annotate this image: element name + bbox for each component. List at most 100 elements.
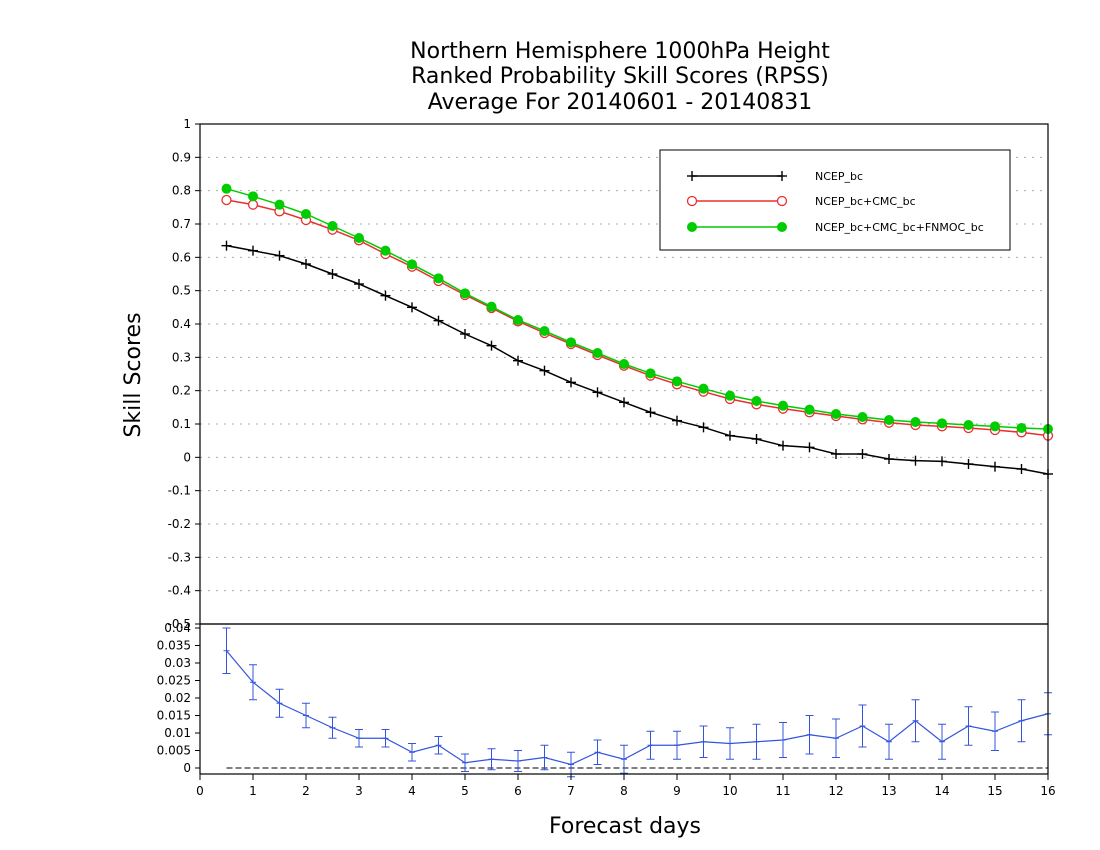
data-point — [910, 455, 921, 466]
data-point — [937, 418, 947, 429]
data-point — [274, 199, 285, 210]
data-point — [778, 400, 788, 411]
data-point — [751, 434, 762, 444]
x-axis-title: Forecast days — [549, 814, 701, 839]
y-tick-label: 0.6 — [172, 250, 191, 264]
data-point — [407, 259, 417, 270]
error-bar — [381, 729, 390, 748]
data-point — [937, 456, 947, 467]
legend-box — [659, 149, 1011, 251]
data-point — [778, 440, 788, 451]
y-tick-label: 0.02 — [164, 691, 191, 705]
y-tick-label: 0 — [183, 761, 191, 775]
data-point — [539, 326, 550, 336]
error-bar — [514, 750, 522, 772]
data-point — [539, 365, 550, 376]
x-tick-label: 16 — [1040, 784, 1055, 798]
data-point — [910, 417, 921, 427]
data-point — [354, 233, 364, 243]
data-point — [687, 171, 697, 181]
legend: NCEP_bc NCEP_bc+CMC_bc NCEP_bc+CMC_bc+FNMO… — [659, 149, 1011, 251]
error-bar — [832, 718, 840, 758]
data-point — [672, 376, 682, 387]
data-point — [407, 302, 417, 313]
data-point — [990, 461, 1000, 472]
error-bar — [752, 723, 761, 760]
y-tick-label: 0.025 — [157, 674, 191, 688]
error-bar — [222, 627, 231, 674]
data-point — [380, 290, 391, 301]
x-tick-label: 1 — [249, 784, 257, 798]
data-point — [592, 348, 603, 358]
data-point — [645, 407, 656, 418]
data-point — [857, 449, 868, 459]
error-bar — [593, 739, 602, 765]
legend-item: NCEP_bc — [687, 170, 863, 183]
error-bar — [805, 715, 814, 755]
y-tick-label: 0 — [183, 450, 191, 464]
title-line-2: Ranked Probability Skill Scores (RPSS) — [411, 64, 829, 89]
data-point — [804, 442, 815, 453]
bottom-panel-series — [222, 627, 1052, 778]
difference-series — [222, 627, 1052, 778]
x-tick-label: 10 — [722, 784, 737, 798]
error-bar — [461, 753, 469, 772]
data-point — [777, 222, 787, 232]
error-bar — [673, 730, 681, 760]
bottom-panel-y-ticks: 0.04 0.035 0.03 0.025 0.02 0.015 0.01 0.005 0 — [157, 621, 200, 775]
data-point — [433, 273, 444, 284]
legend-label: NCEP_bc+CMC_bc+FNMOC_bc — [815, 221, 984, 234]
error-bar — [540, 744, 549, 771]
data-point — [884, 415, 894, 425]
error-bar — [355, 729, 363, 748]
data-point — [686, 195, 698, 207]
error-bar — [487, 748, 496, 771]
error-bar — [885, 723, 893, 760]
data-point — [301, 259, 311, 269]
error-bar — [938, 723, 946, 760]
x-tick-label: 9 — [673, 784, 681, 798]
error-bar — [434, 736, 443, 755]
data-point — [247, 199, 259, 210]
error-bar — [567, 751, 575, 778]
error-bar — [249, 664, 257, 701]
y-tick-label: -0.4 — [168, 584, 191, 598]
y-tick-label: 1 — [183, 117, 191, 131]
data-point — [433, 315, 444, 326]
error-bar — [1017, 699, 1026, 743]
x-tick-label: 11 — [775, 784, 790, 798]
series-line — [226, 650, 1049, 766]
data-point — [460, 288, 470, 299]
data-point — [776, 195, 788, 207]
y-tick-label: 0.035 — [157, 639, 191, 653]
x-tick-label: 8 — [620, 784, 628, 798]
data-point — [513, 315, 523, 325]
error-bar — [991, 711, 999, 751]
error-bar — [646, 730, 655, 760]
data-point — [672, 415, 682, 426]
data-point — [619, 397, 629, 408]
series-ncep-bc — [221, 240, 1053, 479]
x-tick-label: 12 — [828, 784, 843, 798]
data-point — [513, 355, 523, 366]
data-point — [221, 194, 232, 206]
data-point — [486, 340, 497, 351]
data-point — [777, 171, 787, 181]
data-point — [592, 387, 603, 398]
data-point — [725, 430, 735, 441]
y-tick-label: 0.4 — [172, 317, 191, 331]
top-panel-series — [221, 183, 1054, 479]
data-point — [248, 245, 258, 256]
y-tick-label: -0.3 — [168, 550, 191, 564]
data-point — [327, 221, 338, 231]
data-point — [354, 279, 364, 289]
data-point — [698, 422, 709, 433]
data-point — [380, 245, 391, 256]
data-point — [831, 409, 841, 419]
legend-item: NCEP_bc+CMC_bc — [686, 195, 916, 208]
data-point — [884, 454, 894, 464]
series-line — [226, 244, 1049, 475]
error-bar — [858, 704, 867, 748]
x-tick-label: 7 — [567, 784, 575, 798]
